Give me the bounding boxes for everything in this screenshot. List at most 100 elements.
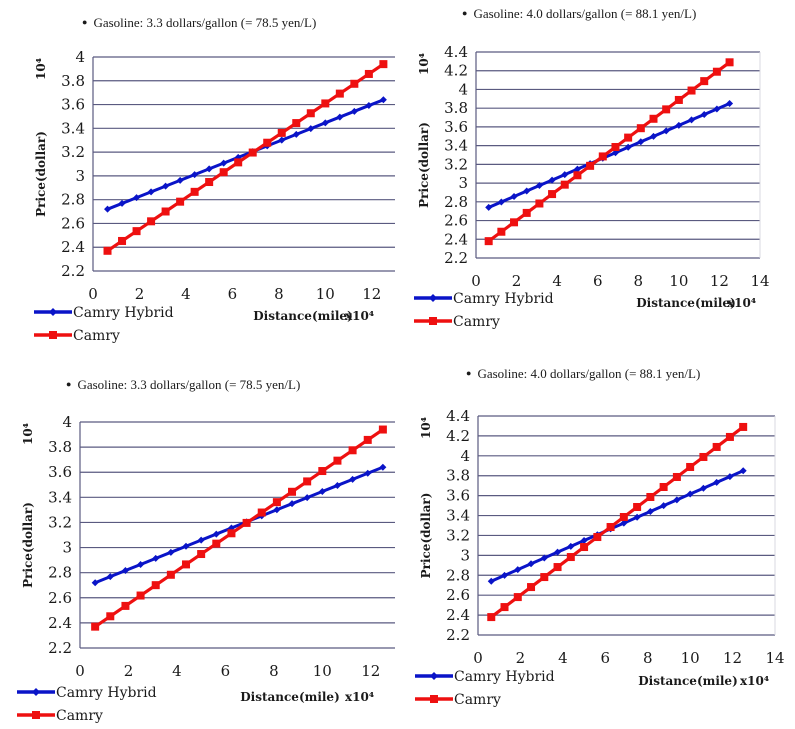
data-point-camry-hybrid xyxy=(699,484,707,492)
data-point-camry xyxy=(662,105,671,114)
data-point-camry-hybrid xyxy=(501,571,509,579)
y-tick-label: 3.8 xyxy=(48,438,72,456)
data-point-camry-hybrid xyxy=(104,205,112,213)
y-tick-label: 4 xyxy=(458,80,468,98)
x-tick-label: 6 xyxy=(221,662,231,680)
data-point-camry-hybrid xyxy=(700,110,708,118)
data-point-camry-hybrid xyxy=(278,136,286,144)
data-point-camry xyxy=(248,148,257,157)
y-tick-label: 3 xyxy=(458,174,468,192)
chart-svg: 4.4 4.2 4 3.8 3.6 3.43.2 3 2.8 2.6 2.4 2.20 2 4 6 8 10 1… xyxy=(415,407,785,708)
y-tick-label: 3.2 xyxy=(444,155,468,173)
y-tick-label: 2.2 xyxy=(48,639,72,657)
chart-panel-bottom-right: ● Gasoline: 4.0 dollars/gallon (= 88.1 ye… xyxy=(400,360,795,729)
data-point-camry xyxy=(548,190,557,199)
data-point-camry xyxy=(484,237,493,246)
data-point-camry xyxy=(263,138,272,147)
data-point-camry xyxy=(379,60,388,69)
x-tick-label: 4 xyxy=(181,285,191,303)
chart-title-text: Gasoline: 3.3 dollars/gallon (= 78.5 yen… xyxy=(77,377,301,392)
legend-label: Camry Hybrid xyxy=(56,685,157,701)
data-point-camry-hybrid xyxy=(307,125,315,133)
data-point-camry xyxy=(242,518,251,527)
x-tick-label: 6 xyxy=(601,649,611,667)
data-point-camry-hybrid xyxy=(620,519,628,527)
y-tick-label: 2.6 xyxy=(446,586,470,604)
data-point-camry xyxy=(712,67,721,76)
x-tick-label: 0 xyxy=(75,662,85,680)
data-point-camry xyxy=(350,79,359,88)
data-point-camry xyxy=(197,550,206,559)
data-point-camry xyxy=(118,236,127,245)
y-tick-label: 2.8 xyxy=(48,564,72,582)
y-tick-label: 3.6 xyxy=(61,96,85,114)
data-point-camry xyxy=(686,462,695,471)
data-point-camry-hybrid xyxy=(106,573,114,581)
chart-panel-bottom-left: ● Gasoline: 3.3 dollars/gallon (= 78.5 ye… xyxy=(0,360,400,729)
data-point-camry xyxy=(725,58,734,67)
y-tick-label: 2.6 xyxy=(444,212,468,230)
data-point-camry xyxy=(500,603,509,612)
data-point-camry xyxy=(318,467,327,476)
x-tick-label: 12 xyxy=(361,662,380,680)
y-tick-label: 4 xyxy=(75,48,85,66)
data-point-camry xyxy=(292,119,301,128)
data-point-camry-hybrid xyxy=(713,105,721,113)
legend-marker-diamond xyxy=(32,688,40,696)
legend-marker-diamond xyxy=(429,294,437,302)
bullet-icon: ● xyxy=(462,8,468,18)
data-point-camry xyxy=(739,422,748,431)
data-point-camry xyxy=(522,208,531,217)
legend-marker-square xyxy=(430,695,438,703)
legend-label: Camry xyxy=(73,328,120,344)
data-point-camry-hybrid xyxy=(162,182,170,190)
data-point-camry xyxy=(659,482,668,491)
legend-label: Camry xyxy=(454,692,501,708)
data-point-camry-hybrid xyxy=(273,506,281,514)
data-point-camry xyxy=(306,109,315,118)
data-point-camry-hybrid xyxy=(633,513,641,521)
data-point-camry-hybrid xyxy=(176,176,184,184)
data-point-camry xyxy=(91,622,100,631)
data-point-camry-hybrid xyxy=(118,199,126,207)
chart-panel-top-right: ● Gasoline: 4.0 dollars/gallon (= 88.1 ye… xyxy=(400,0,795,360)
x-tick-label: 0 xyxy=(473,649,483,667)
y-tick-label: 2.8 xyxy=(444,193,468,211)
x-tick-label: 4 xyxy=(552,272,562,290)
x-tick-label: 8 xyxy=(643,649,653,667)
data-point-camry xyxy=(674,95,683,104)
data-point-camry xyxy=(598,152,607,161)
data-point-camry-hybrid xyxy=(726,473,734,481)
data-point-camry xyxy=(566,553,575,562)
data-point-camry-hybrid xyxy=(365,102,373,110)
data-point-camry-hybrid xyxy=(646,507,654,515)
y-tick-label: 3.2 xyxy=(61,143,85,161)
data-point-camry xyxy=(176,197,185,206)
data-point-camry-hybrid xyxy=(303,494,311,502)
x-tick-label: 6 xyxy=(593,272,603,290)
data-point-camry-hybrid xyxy=(205,165,213,173)
y-tick-label: 2.6 xyxy=(61,214,85,232)
data-point-camry xyxy=(161,207,170,216)
series-line-camry-hybrid xyxy=(94,465,384,585)
data-point-camry xyxy=(560,180,569,189)
data-point-camry-hybrid xyxy=(379,96,387,104)
data-point-camry-hybrid xyxy=(364,469,372,477)
data-point-camry-hybrid xyxy=(739,467,747,475)
x-tick-label: 10 xyxy=(681,649,700,667)
data-point-camry-hybrid xyxy=(191,171,199,179)
data-point-camry xyxy=(553,563,562,572)
legend-label: Camry Hybrid xyxy=(73,305,174,321)
data-point-camry xyxy=(636,124,645,133)
x-axis-label: Distance(mile) xyxy=(253,309,353,323)
y-tick-label: 4 xyxy=(62,413,72,431)
data-point-camry xyxy=(234,158,243,167)
data-point-camry xyxy=(205,178,214,187)
data-point-camry-hybrid xyxy=(167,548,175,556)
data-point-camry-hybrid xyxy=(726,100,734,107)
y-axis-scale: 10⁴ xyxy=(417,53,431,75)
y-tick-label: 3.4 xyxy=(61,119,85,137)
data-point-camry xyxy=(348,446,357,455)
bullet-icon: ● xyxy=(466,368,472,378)
data-point-camry-hybrid xyxy=(349,475,357,483)
